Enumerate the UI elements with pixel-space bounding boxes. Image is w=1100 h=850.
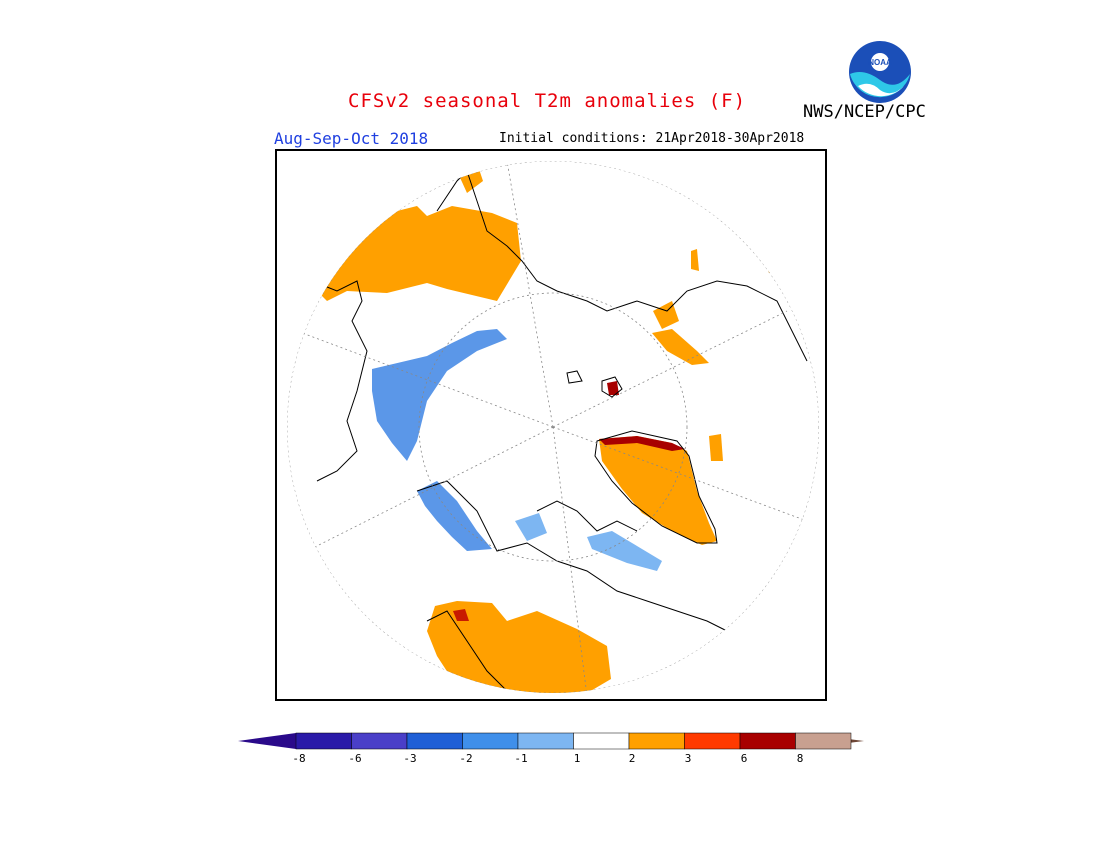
colorbar-segment	[684, 732, 741, 750]
colorbar-segment	[573, 732, 630, 750]
colorbar-segment	[406, 732, 463, 750]
warm-anomaly-kamchatka	[765, 259, 782, 273]
colorbar-label-4: -2	[459, 752, 473, 765]
colorbar-label-2: -6	[348, 752, 362, 765]
warm-anomaly-greenland	[599, 436, 717, 545]
colorbar-label-1: -8	[292, 752, 306, 765]
cool-anomaly-canada	[515, 513, 547, 541]
colorbar-segment	[795, 732, 852, 750]
map-title: CFSv2 seasonal T2m anomalies (F)	[348, 90, 747, 112]
initial-conditions-label: Initial conditions: 21Apr2018-30Apr2018	[499, 131, 805, 146]
colorbar-label-9: 6	[740, 752, 748, 765]
hot-spot-siberia	[607, 381, 619, 395]
warm-anomaly-scandinavia	[457, 163, 483, 193]
colorbar-label-8: 3	[684, 752, 692, 765]
hot-spot-north-america	[453, 609, 469, 621]
colorbar-label-10: 8	[796, 752, 804, 765]
colorbar-segment	[462, 732, 519, 750]
colorbar-segment	[517, 732, 574, 750]
season-label: Aug-Sep-Oct 2018	[274, 129, 429, 148]
agency-label: NWS/NCEP/CPC	[803, 102, 926, 122]
cool-anomaly-atlantic-arctic	[372, 329, 507, 461]
warm-anomaly-north-america	[427, 601, 611, 693]
map-panel	[275, 149, 827, 701]
cool-anomaly-hudson	[587, 531, 662, 571]
noaa-logo-text: NOAA	[868, 58, 892, 67]
warm-anomaly-east-siberia	[652, 329, 709, 365]
colorbar-segment	[739, 732, 796, 750]
polar-map	[287, 161, 819, 693]
warm-anomaly-pacific	[691, 249, 699, 271]
colorbar-label-3: -3	[403, 752, 417, 765]
noaa-logo: NOAA	[848, 40, 912, 104]
colorbar-below-arrow	[238, 733, 296, 749]
colorbar	[238, 730, 864, 770]
colorbar-segment	[628, 732, 685, 750]
colorbar-label-7: 2	[628, 752, 636, 765]
cool-anomaly-alaska	[417, 481, 492, 551]
colorbar-label-5: -1	[514, 752, 528, 765]
colorbar-bars	[238, 732, 864, 750]
colorbar-segment	[351, 732, 408, 750]
warm-anomaly-labrador	[709, 434, 723, 461]
graticule	[287, 161, 819, 693]
hot-anomaly-greenland-coast	[599, 436, 685, 451]
warm-anomaly-east-asia	[653, 301, 679, 329]
coastlines	[296, 170, 808, 692]
colorbar-segment	[295, 732, 352, 750]
colorbar-label-6: 1	[573, 752, 581, 765]
